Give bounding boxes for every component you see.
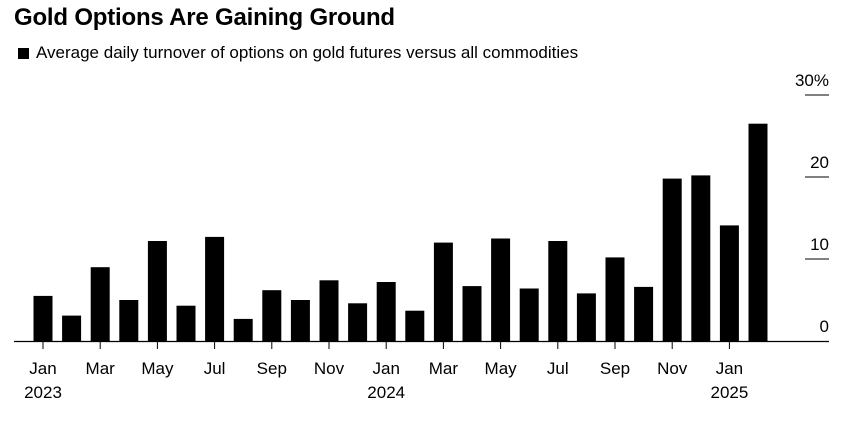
x-tick-year-label: 2024 <box>367 383 405 402</box>
x-tick-label: Sep <box>257 359 287 378</box>
bar <box>90 267 110 341</box>
x-tick-label: Sep <box>600 359 630 378</box>
x-tick-label: Jul <box>547 359 569 378</box>
bar <box>33 295 53 341</box>
bar <box>462 286 482 341</box>
x-tick-year-label: 2025 <box>710 383 748 402</box>
x-tick-label: Nov <box>314 359 345 378</box>
x-tick-year-label: 2023 <box>24 383 62 402</box>
x-tick-label: Jul <box>204 359 226 378</box>
bar <box>519 288 539 341</box>
x-tick-label: May <box>485 359 518 378</box>
bar <box>233 318 253 341</box>
bar <box>491 238 511 341</box>
bar <box>634 286 654 341</box>
legend-swatch <box>18 47 29 59</box>
bar <box>605 257 625 341</box>
chart-title: Gold Options Are Gaining Ground <box>14 4 395 31</box>
bar <box>62 315 82 341</box>
x-tick-label: Mar <box>86 359 116 378</box>
y-tick-label: 10 <box>810 235 829 254</box>
legend: Average daily turnover of options on gol… <box>18 43 578 63</box>
bar <box>691 175 711 341</box>
bar <box>662 178 682 341</box>
bar <box>576 293 596 341</box>
bar <box>348 303 368 341</box>
x-tick-label: Jan <box>29 359 56 378</box>
bar <box>405 310 425 341</box>
x-tick-label: May <box>141 359 174 378</box>
x-tick-label: Jan <box>716 359 743 378</box>
legend-label: Average daily turnover of options on gol… <box>36 43 579 62</box>
bar <box>748 123 768 341</box>
bar <box>319 280 339 341</box>
bar <box>205 236 225 341</box>
y-tick-label: 20 <box>810 153 829 172</box>
bar <box>548 241 568 341</box>
bar <box>176 305 196 341</box>
bar <box>290 300 310 341</box>
bar <box>376 282 396 341</box>
bar <box>119 300 139 341</box>
x-tick-label: Mar <box>429 359 459 378</box>
x-tick-label: Nov <box>657 359 688 378</box>
bar <box>147 241 167 341</box>
bar <box>719 225 739 341</box>
y-tick-label: 30% <box>795 71 829 90</box>
x-tick-label: Jan <box>372 359 399 378</box>
y-tick-label: 0 <box>820 317 829 336</box>
bar <box>433 242 453 341</box>
bar <box>262 290 282 341</box>
